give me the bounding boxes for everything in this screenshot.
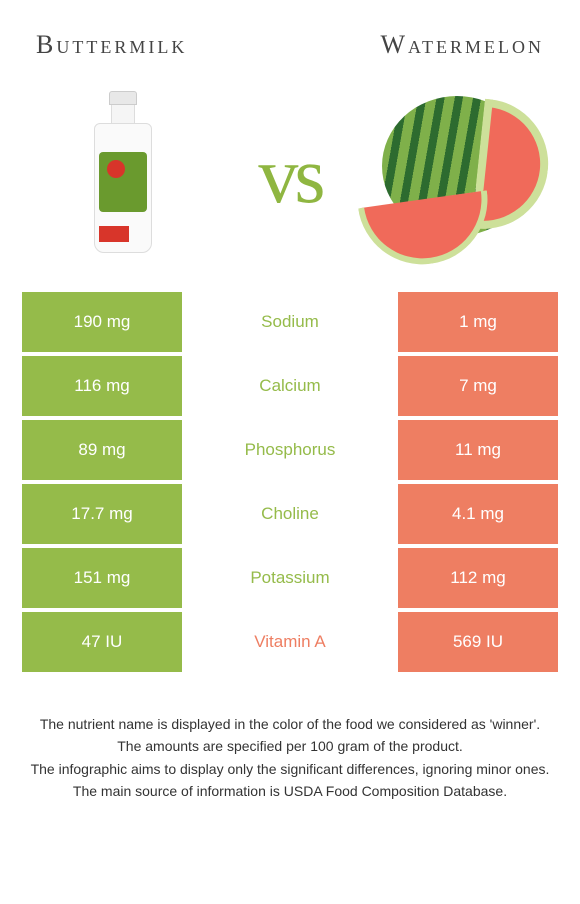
nutrient-label: Vitamin A (182, 612, 398, 672)
value-right: 4.1 mg (398, 484, 558, 544)
footer-notes: The nutrient name is displayed in the co… (0, 676, 580, 801)
nutrient-label: Potassium (182, 548, 398, 608)
table-row: 17.7 mgCholine4.1 mg (22, 484, 558, 544)
value-right: 11 mg (398, 420, 558, 480)
table-row: 151 mgPotassium112 mg (22, 548, 558, 608)
title-right: Watermelon (380, 30, 544, 60)
value-right: 112 mg (398, 548, 558, 608)
value-right: 1 mg (398, 292, 558, 352)
header: Buttermilk Watermelon (0, 0, 580, 72)
title-left: Buttermilk (36, 30, 187, 60)
value-left: 17.7 mg (22, 484, 182, 544)
table-row: 47 IUVitamin A569 IU (22, 612, 558, 672)
nutrient-label: Sodium (182, 292, 398, 352)
images-row: vs (0, 72, 580, 292)
nutrient-table: 190 mgSodium1 mg116 mgCalcium7 mg89 mgPh… (0, 292, 580, 672)
footer-line: The infographic aims to display only the… (22, 759, 558, 779)
nutrient-label: Calcium (182, 356, 398, 416)
value-left: 47 IU (22, 612, 182, 672)
nutrient-label: Choline (182, 484, 398, 544)
table-row: 116 mgCalcium7 mg (22, 356, 558, 416)
buttermilk-image (28, 81, 218, 271)
nutrient-label: Phosphorus (182, 420, 398, 480)
table-row: 89 mgPhosphorus11 mg (22, 420, 558, 480)
value-left: 116 mg (22, 356, 182, 416)
watermelon-image (362, 81, 552, 271)
value-left: 89 mg (22, 420, 182, 480)
footer-line: The main source of information is USDA F… (22, 781, 558, 801)
value-left: 151 mg (22, 548, 182, 608)
footer-line: The amounts are specified per 100 gram o… (22, 736, 558, 756)
value-right: 7 mg (398, 356, 558, 416)
vs-label: vs (258, 131, 321, 222)
value-right: 569 IU (398, 612, 558, 672)
table-row: 190 mgSodium1 mg (22, 292, 558, 352)
footer-line: The nutrient name is displayed in the co… (22, 714, 558, 734)
value-left: 190 mg (22, 292, 182, 352)
